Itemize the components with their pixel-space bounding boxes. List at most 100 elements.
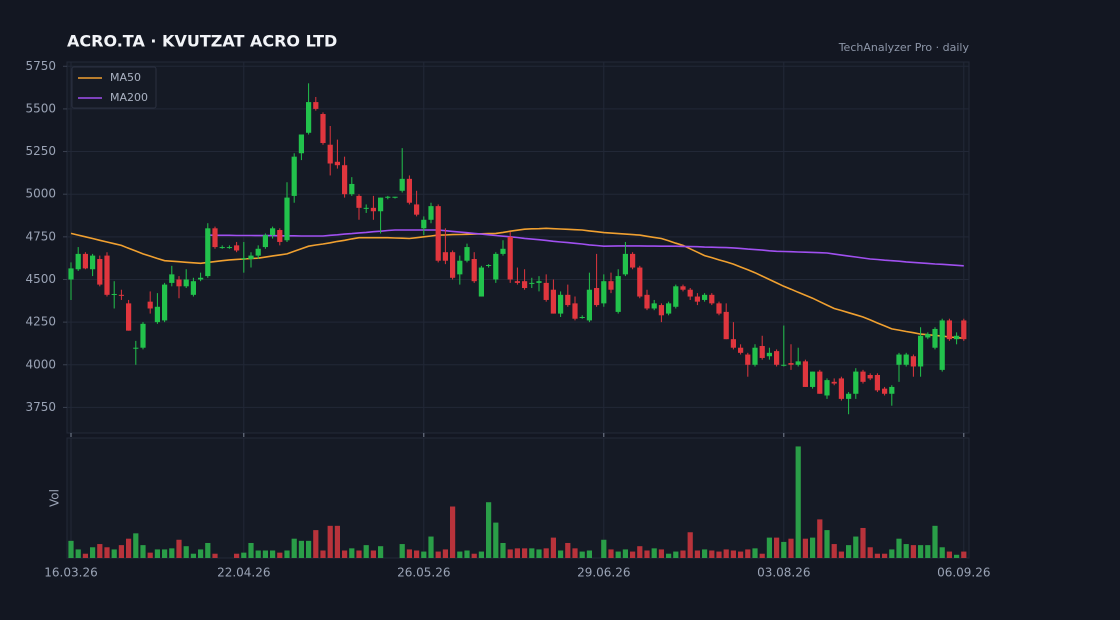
volume-bar bbox=[478, 551, 484, 558]
candle-body bbox=[522, 281, 528, 289]
candle-body bbox=[954, 335, 960, 340]
candle-body bbox=[392, 196, 398, 198]
candle-body bbox=[399, 178, 405, 191]
y-tick-label: 4500 bbox=[25, 272, 56, 286]
candle-body bbox=[565, 294, 571, 306]
volume-bar bbox=[838, 551, 844, 558]
chart-title: ACRO.TA · KVUTZAT ACRO LTD bbox=[67, 32, 337, 51]
candle-body bbox=[637, 267, 643, 297]
candle-body bbox=[752, 347, 758, 365]
candle-body bbox=[198, 277, 204, 280]
volume-bar bbox=[90, 547, 96, 558]
candle-body bbox=[68, 268, 74, 280]
x-tick-label: 06.09.26 bbox=[937, 566, 990, 580]
candle-body bbox=[889, 386, 895, 394]
candle-body bbox=[104, 255, 110, 295]
volume-bar bbox=[961, 551, 967, 558]
volume-bar bbox=[68, 540, 74, 558]
volume-bar bbox=[255, 550, 261, 558]
candle-body bbox=[298, 134, 304, 154]
volume-bar bbox=[234, 553, 240, 558]
volume-bar bbox=[846, 545, 852, 558]
volume-bar bbox=[284, 550, 290, 558]
candle-body bbox=[702, 294, 708, 300]
candle-body bbox=[601, 281, 607, 304]
volume-bar bbox=[903, 544, 909, 558]
volume-bar bbox=[370, 550, 376, 558]
volume-bar bbox=[133, 533, 139, 558]
volume-bar bbox=[205, 542, 211, 558]
candle-body bbox=[262, 235, 268, 248]
candle-body bbox=[154, 306, 160, 323]
volume-bar bbox=[630, 551, 636, 558]
volume-bar bbox=[104, 547, 110, 558]
candle-body bbox=[226, 247, 232, 249]
candle-body bbox=[478, 267, 484, 297]
candle-body bbox=[255, 248, 261, 256]
x-tick-label: 26.05.26 bbox=[397, 566, 450, 580]
candle-body bbox=[673, 286, 679, 307]
volume-bar bbox=[932, 525, 938, 558]
candle-body bbox=[932, 328, 938, 348]
volume-bar bbox=[212, 553, 218, 558]
volume-bar bbox=[435, 551, 441, 558]
candle-body bbox=[406, 178, 412, 203]
volume-bar bbox=[414, 550, 420, 558]
candle-body bbox=[378, 197, 384, 212]
volume-bar bbox=[954, 554, 960, 558]
y-tick-label: 4250 bbox=[25, 315, 56, 329]
candle-body bbox=[946, 320, 952, 340]
volume-bar bbox=[824, 530, 830, 558]
volume-bar bbox=[313, 530, 319, 558]
candle-body bbox=[421, 219, 427, 229]
volume-bar bbox=[363, 545, 369, 558]
candle-body bbox=[205, 228, 211, 277]
volume-bar bbox=[140, 545, 146, 558]
candle-body bbox=[270, 228, 276, 236]
candle-body bbox=[457, 260, 463, 275]
volume-bar bbox=[723, 549, 729, 558]
candle-body bbox=[342, 165, 348, 195]
candle-body bbox=[370, 207, 376, 212]
volume-bar bbox=[579, 551, 585, 558]
y-tick-label: 5250 bbox=[25, 144, 56, 158]
volume-bar bbox=[867, 547, 873, 558]
volume-bar bbox=[522, 548, 528, 558]
volume-bar bbox=[766, 537, 772, 558]
candle-body bbox=[615, 276, 621, 312]
candle-body bbox=[385, 196, 391, 198]
volume-bar bbox=[709, 550, 715, 558]
volume-bar bbox=[687, 532, 693, 558]
y-tick-label: 3750 bbox=[25, 400, 56, 414]
candle-body bbox=[918, 335, 924, 367]
candle-body bbox=[234, 245, 240, 251]
volume-bar bbox=[291, 538, 297, 558]
volume-bar bbox=[75, 549, 81, 558]
chart-subtitle: TechAnalyzer Pro · daily bbox=[838, 41, 970, 54]
volume-bar bbox=[507, 549, 513, 558]
candle-body bbox=[925, 334, 931, 338]
candle-body bbox=[586, 289, 592, 321]
volume-bar bbox=[500, 542, 506, 558]
volume-bar bbox=[356, 550, 362, 558]
candle-body bbox=[162, 284, 168, 321]
volume-bar bbox=[248, 542, 254, 558]
volume-bar bbox=[745, 549, 751, 558]
candle-body bbox=[745, 354, 751, 365]
volume-bar bbox=[889, 549, 895, 558]
volume-bar bbox=[529, 548, 535, 558]
candle-body bbox=[644, 294, 650, 309]
volume-bar bbox=[543, 548, 549, 558]
candle-body bbox=[327, 144, 333, 164]
candle-body bbox=[723, 311, 729, 340]
moving-average-line bbox=[207, 229, 964, 267]
volume-bar bbox=[622, 549, 628, 558]
volume-bar bbox=[694, 550, 700, 558]
volume-bar bbox=[450, 506, 456, 558]
volume-bar bbox=[918, 545, 924, 558]
candle-body bbox=[428, 206, 434, 220]
candle-body bbox=[766, 352, 772, 357]
volume-bar bbox=[853, 536, 859, 558]
